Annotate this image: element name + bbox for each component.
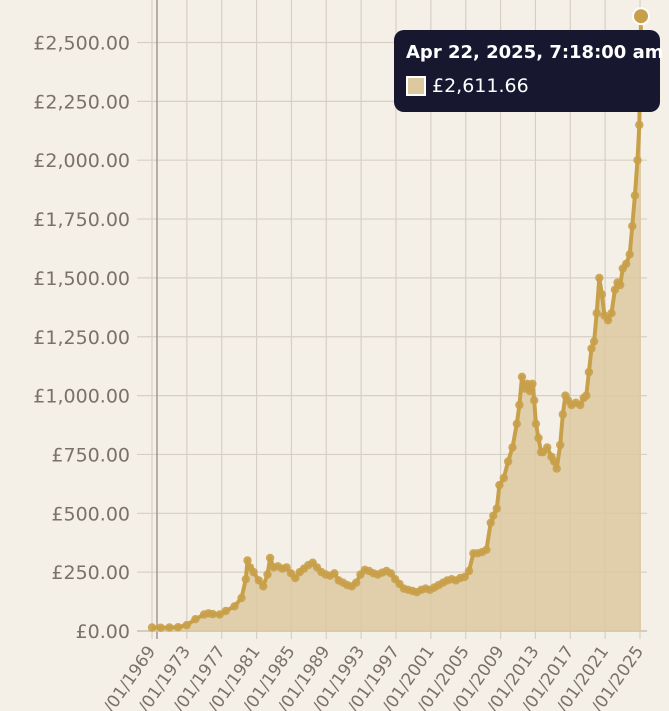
data-point: [603, 316, 613, 325]
data-point: [525, 386, 534, 396]
data-point: [191, 615, 200, 624]
data-point: [587, 344, 596, 353]
hover-point[interactable]: [632, 7, 650, 26]
data-point: [630, 191, 640, 200]
data-point: [182, 620, 191, 630]
y-tick-label: £2,500.00: [33, 33, 130, 55]
data-point: [515, 400, 524, 410]
y-axis-ticks: £0.00 £250.00 £500.00 £750.00 £1,000.00 £1,25…: [33, 33, 130, 644]
data-point: [592, 309, 601, 318]
data-point: [486, 518, 495, 527]
data-point: [584, 367, 594, 377]
tooltip-value: £2,611.66: [432, 75, 529, 97]
data-point: [517, 372, 527, 381]
x-axis-ticks: /01/1969/01/1973/01/1977/01/1981/01/1985…: [100, 642, 648, 711]
data-point: [173, 623, 183, 632]
data-point: [230, 602, 239, 611]
data-point: [265, 553, 275, 563]
data-point: [263, 570, 272, 579]
data-point: [552, 464, 561, 473]
data-point: [616, 280, 625, 290]
y-tick-label: £250.00: [51, 562, 130, 584]
y-tick-label: £1,500.00: [33, 268, 130, 290]
data-point: [215, 610, 224, 619]
data-point: [330, 569, 339, 578]
data-point: [595, 273, 604, 283]
data-point: [628, 221, 637, 231]
data-point: [249, 567, 258, 577]
data-point: [534, 433, 543, 443]
data-point: [489, 511, 498, 520]
data-point: [147, 623, 157, 632]
data-point: [237, 593, 246, 603]
data-point: [499, 473, 508, 483]
data-point: [208, 609, 217, 619]
data-point: [528, 379, 537, 388]
data-point: [241, 575, 250, 584]
data-point: [622, 259, 631, 268]
data-point: [243, 556, 252, 565]
data-point: [549, 457, 559, 466]
data-point: [625, 250, 634, 259]
data-point: [156, 623, 165, 632]
data-point: [464, 566, 474, 576]
tooltip-row: £2,611.66: [406, 75, 648, 97]
data-point: [531, 419, 541, 428]
data-point: [282, 563, 291, 572]
data-point: [556, 440, 565, 450]
data-point: [589, 337, 599, 346]
tooltip-swatch: [406, 76, 426, 96]
data-point: [495, 480, 504, 490]
data-point: [259, 582, 268, 591]
data-point: [165, 623, 174, 632]
y-tick-label: £2,000.00: [33, 150, 130, 172]
y-tick-label: £500.00: [51, 503, 130, 525]
data-point: [254, 576, 263, 585]
price-area: [152, 16, 641, 631]
data-point: [530, 396, 539, 405]
data-point: [386, 569, 396, 578]
data-point: [635, 120, 644, 130]
tooltip: Apr 22, 2025, 7:18:00 am £2,611.66: [394, 30, 664, 112]
data-point: [512, 419, 521, 428]
y-tick-label: £1,000.00: [33, 386, 130, 408]
y-tick-label: £1,250.00: [33, 327, 130, 349]
price-points: [147, 12, 646, 632]
data-point: [482, 545, 491, 554]
tooltip-date: Apr 22, 2025, 7:18:00 am: [406, 42, 664, 63]
y-tick-label: £2,250.00: [33, 91, 130, 113]
data-point: [582, 391, 591, 400]
y-tick-label: £0.00: [76, 621, 130, 643]
data-point: [607, 309, 616, 318]
data-point: [633, 156, 642, 165]
data-point: [558, 410, 567, 419]
y-tick-label: £1,750.00: [33, 209, 130, 231]
data-point: [221, 606, 230, 616]
data-point: [503, 457, 513, 466]
data-point: [597, 290, 607, 299]
data-point: [576, 400, 585, 410]
y-tick-label: £750.00: [51, 444, 130, 466]
data-point: [351, 578, 361, 587]
data-point: [492, 504, 501, 513]
data-point: [543, 443, 552, 452]
data-point: [460, 572, 469, 582]
data-point: [291, 573, 300, 583]
data-point: [508, 443, 517, 452]
